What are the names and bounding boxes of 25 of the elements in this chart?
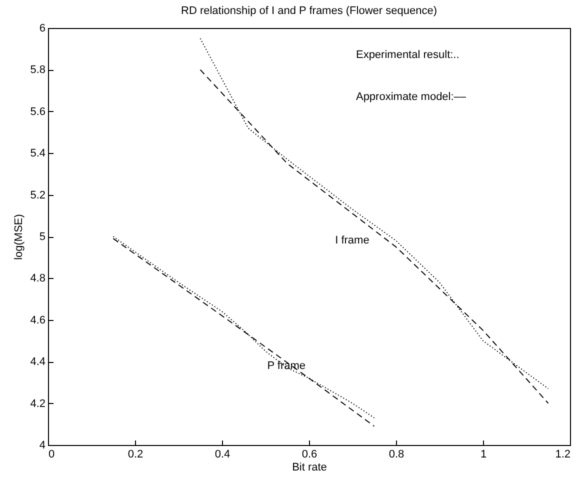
x-tick-label: 0: [48, 448, 55, 460]
annotation: Approximate model:––: [356, 91, 467, 103]
y-tick-label: 5.8: [30, 64, 46, 76]
x-tick-label: 1.2: [555, 448, 570, 460]
annotation: P frame: [267, 360, 306, 372]
y-tick-label: 6: [39, 22, 46, 34]
x-tick-label: 0.2: [128, 448, 144, 460]
annotation: I frame: [335, 234, 370, 247]
y-tick-label: 5: [39, 231, 46, 243]
y-tick-label: 4.8: [30, 272, 46, 285]
annotation: Experimental result:..: [356, 49, 460, 61]
y-tick-label: 5.6: [30, 106, 46, 118]
y-tick-label: 4.2: [30, 398, 46, 410]
x-tick-label: 0.6: [302, 448, 318, 460]
x-tick-label: 1: [480, 448, 487, 460]
x-tick-label: 0.4: [214, 448, 230, 460]
y-tick-label: 4: [39, 440, 46, 452]
y-tick-label: 5.2: [30, 189, 46, 202]
y-tick-label: 5.4: [30, 148, 46, 160]
y-tick-label: 4.4: [30, 356, 46, 368]
y-tick-label: 4.6: [30, 314, 46, 326]
chart-title: RD relationship of I and P frames (Flower sequence): [181, 5, 437, 17]
y-axis-title: log(MSE): [13, 214, 26, 260]
x-axis-title: Bit rate: [292, 462, 327, 474]
x-tick-label: 0.8: [388, 448, 404, 460]
